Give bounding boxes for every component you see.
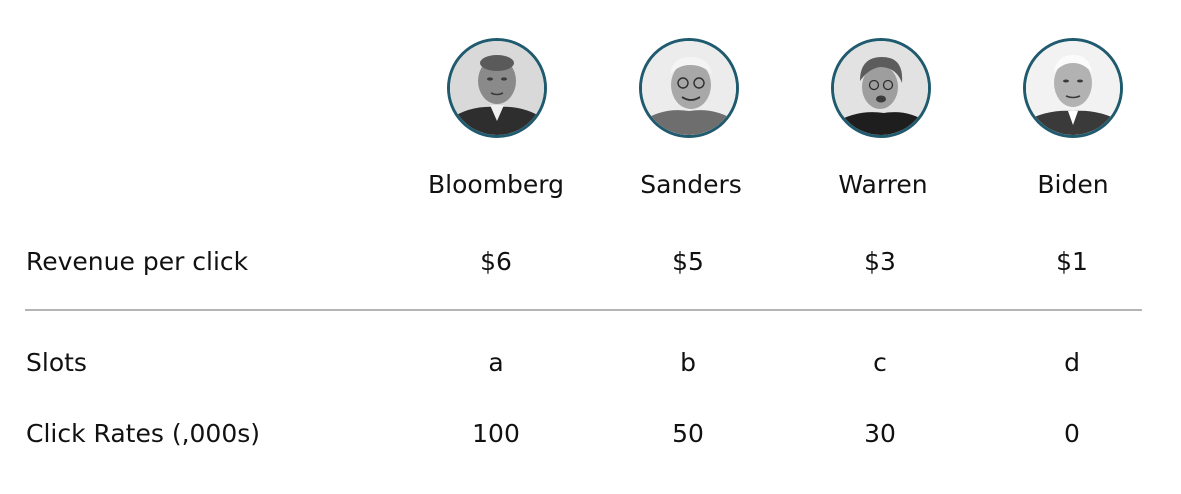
divider <box>25 309 1142 311</box>
candidate-name: Sanders <box>640 170 742 199</box>
click-rate-cell: 30 <box>864 419 896 448</box>
avatar-bloomberg <box>447 38 547 138</box>
revenue-cell: $6 <box>480 247 512 276</box>
portrait-icon <box>642 41 736 135</box>
click-rate-cell: 0 <box>1064 419 1080 448</box>
avatar-biden <box>1023 38 1123 138</box>
revenue-cell: $1 <box>1056 247 1088 276</box>
slots-row-label: Slots <box>26 348 87 377</box>
revenue-cell: $5 <box>672 247 704 276</box>
click-rate-cell: 50 <box>672 419 704 448</box>
portrait-icon <box>1026 41 1120 135</box>
candidate-name: Biden <box>1037 170 1109 199</box>
click-rates-row-label: Click Rates (,000s) <box>26 419 261 448</box>
revenue-row-label: Revenue per click <box>26 247 249 276</box>
candidate-name: Bloomberg <box>428 170 564 199</box>
avatar-warren <box>831 38 931 138</box>
portrait-icon <box>450 41 544 135</box>
slot-cell: d <box>1064 348 1080 377</box>
candidate-name: Warren <box>838 170 928 199</box>
portrait-icon <box>834 41 928 135</box>
slot-cell: a <box>488 348 504 377</box>
slot-cell: c <box>873 348 887 377</box>
slot-cell: b <box>680 348 696 377</box>
avatar-sanders <box>639 38 739 138</box>
revenue-cell: $3 <box>864 247 896 276</box>
click-rate-cell: 100 <box>472 419 520 448</box>
